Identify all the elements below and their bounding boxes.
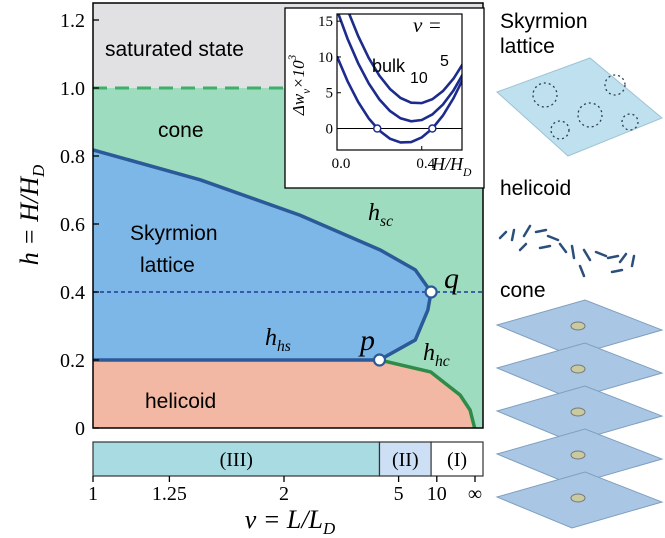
legend-label: bulk [372,56,406,76]
x-tick-label: 1.25 [152,483,187,505]
region-label: helicoid [145,390,216,413]
inset-y-label-part: 3 [287,54,299,61]
point-label: q [444,262,459,295]
y-tick-label: 0.6 [60,214,85,236]
legend-label: 10 [410,70,428,87]
side-label: helicoid [500,177,571,200]
x-axis-label: ν = L/LD [245,505,335,538]
x-tick-label: 10 [427,483,447,505]
curve-label-part: hs [277,338,291,355]
curve-label-part: h [265,325,277,351]
inset-y-tick-label: 10 [318,50,333,66]
x-axis-label-part: D [322,519,335,538]
critical-point [374,355,385,366]
inset-zero-point [429,125,436,132]
y-axis-label-part: h = H/H [15,176,44,266]
x-tick-label: 2 [279,483,289,505]
y-tick-label: 0 [75,418,85,440]
x-axis-label-part: ν = L/L [245,505,323,534]
inset-x-label-part: H/H [431,154,464,174]
y-tick-label: 1.0 [60,78,85,100]
y-tick-label: 0.8 [60,146,85,168]
helicoid-illustration [500,226,634,276]
regime-label: (I) [447,449,467,471]
skyrmion-illustration [497,58,662,156]
inset-x-label-part: D [462,166,472,179]
region-label: cone [158,119,204,142]
y-axis-label-part: D [29,165,48,178]
inset-y-label-part: ×10 [289,60,308,89]
region-label: Skyrmion [130,222,218,245]
inset-y-tick-label: 15 [318,14,333,30]
curve-label-part: h [368,200,380,226]
regime-label: (II) [392,449,419,471]
x-tick-label: 1 [88,483,98,505]
side-label: cone [500,279,546,302]
curve-label-part: hc [435,353,450,370]
point-label: p [358,324,375,357]
inset-y-tick-label: 5 [326,86,334,102]
curve-label-part: sc [380,213,393,230]
x-tick-label: 5 [394,483,404,505]
critical-point [426,287,437,298]
y-axis-label: h = H/HD [15,165,48,266]
y-tick-label: 1.2 [60,10,85,32]
y-tick-label: 0.2 [60,350,85,372]
region-label: lattice [140,254,195,277]
inset-zero-point [374,125,381,132]
figure: 0 0.2 0.4 0.6 0.8 1.0 1.2 (III) (II) (I) 1 1.25 2 5 10… [0,0,665,538]
region-label: saturated state [105,38,244,61]
inset-title: ν = [413,13,442,37]
curve-label-part: h [423,340,435,366]
inset-y-label-part: Δw [289,93,308,116]
x-tick-label: ∞ [468,483,482,505]
side-label: Skyrmion [500,10,588,33]
y-tick-label: 0.4 [60,282,85,304]
legend-label: 5 [440,53,449,70]
side-label: lattice [500,35,555,58]
cone-illustration [497,300,662,528]
regime-label: (III) [220,449,253,471]
inset-x-tick-label: 0.0 [332,156,351,172]
inset-y-tick-label: 0 [326,122,334,138]
